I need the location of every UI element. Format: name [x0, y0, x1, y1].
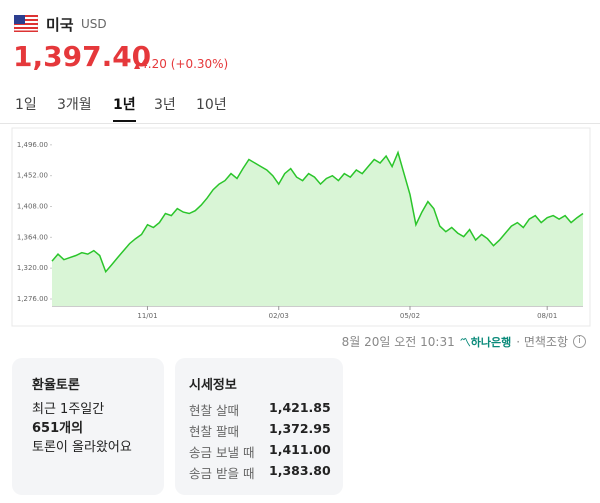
quote-row: 현찰 살때 1,421.85	[189, 400, 339, 419]
divider	[0, 123, 600, 124]
card-title: 환율토론	[32, 378, 80, 393]
quote-value: 1,383.80	[269, 463, 331, 478]
card-title: 시세정보	[189, 378, 237, 393]
text-count: 651개의	[32, 421, 84, 436]
tab[interactable]: 3년	[154, 97, 176, 113]
change: ▲4.20 (+0.30%)	[134, 57, 229, 71]
country: 미국	[46, 16, 74, 34]
tab[interactable]: 3개월	[57, 97, 92, 113]
y-tick-label: 1,496.00	[17, 141, 48, 149]
y-tick-label: 1,276.00	[17, 295, 48, 303]
disclaimer[interactable]: · 면책조항	[516, 335, 568, 349]
footer: 8월 20일 오전 10:31 〽하나은행 · 면책조항 i	[342, 333, 586, 350]
quote-value: 1,372.95	[269, 421, 331, 436]
chart-frame	[11, 127, 591, 327]
x-tick-label: 08/01	[537, 312, 557, 320]
discussion-card[interactable]: 환율토론 최근 1주일간 651개의 토론이 올라왔어요	[12, 358, 164, 495]
bank-name: 하나은행	[470, 335, 512, 349]
x-tick-label: 02/03	[269, 312, 289, 320]
currency-code: USD	[81, 17, 107, 31]
flag	[14, 15, 38, 32]
x-tick-label: 11/01	[137, 312, 157, 320]
quote-row: 송금 보낼 때 1,411.00	[189, 442, 339, 461]
quote-label: 송금 받을 때	[189, 466, 255, 481]
quote-label: 현찰 팔때	[189, 424, 239, 439]
y-tick-label: 1,364.00	[17, 233, 48, 241]
line	[51, 150, 584, 274]
bank-logo: 〽하나은행	[459, 335, 512, 349]
quote-value: 1,421.85	[269, 400, 331, 415]
quote-label: 송금 보낼 때	[189, 445, 255, 460]
card-text: 최근 1주일간 651개의 토론이 올라왔어요	[32, 400, 132, 457]
quote-row: 송금 받을 때 1,383.80	[189, 463, 339, 482]
info-icon[interactable]: i	[573, 335, 586, 348]
y-tick-label: 1,452.00	[17, 172, 48, 180]
tab[interactable]: 1일	[15, 97, 37, 113]
quotes-card: 시세정보 현찰 살때 1,421.85 현찰 팔때 1,372.95 송금 보낼 때 1,…	[175, 358, 343, 495]
quote-row: 현찰 팔때 1,372.95	[189, 421, 339, 440]
quote-value: 1,411.00	[269, 442, 331, 457]
y-tick-label: 1,320.00	[17, 264, 48, 272]
tab[interactable]: 10년	[196, 97, 227, 113]
change-pct: (+0.30%)	[170, 57, 229, 71]
chart: 1,276.00 1,320.00 1,364.00 1,408.00 1,452.00…	[11, 127, 591, 327]
text-line: 최근 1주일간	[32, 402, 105, 417]
change-value: 4.20	[140, 57, 167, 71]
text-line: 토론이 올라왔어요	[32, 440, 132, 455]
tab[interactable]: 1년	[113, 94, 136, 122]
area	[52, 152, 583, 306]
quote-label: 현찰 살때	[189, 403, 239, 418]
price: 1,397.40	[13, 40, 152, 73]
y-tick-label: 1,408.00	[17, 202, 48, 210]
x-tick-label: 05/02	[400, 312, 420, 320]
timestamp: 8월 20일 오전 10:31	[341, 335, 455, 349]
